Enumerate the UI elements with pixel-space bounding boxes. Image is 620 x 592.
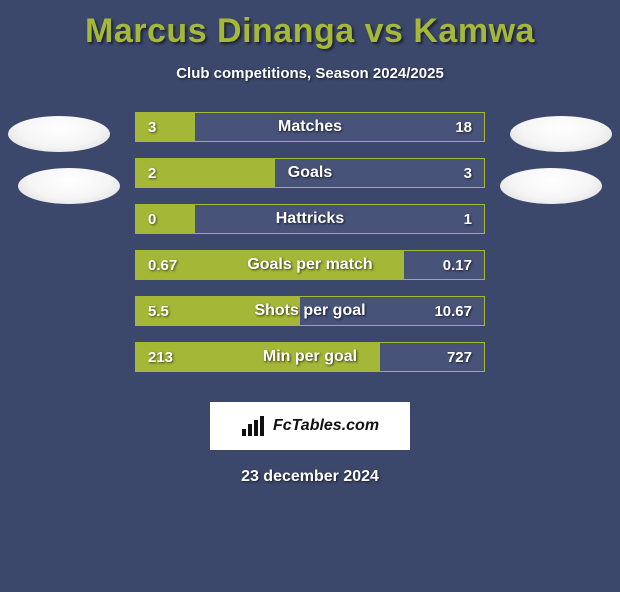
stat-value-right: 18 <box>443 113 484 141</box>
subtitle: Club competitions, Season 2024/2025 <box>0 65 620 82</box>
player-avatar-right-1 <box>510 116 612 152</box>
stat-row: 5.510.67Shots per goal <box>135 296 485 326</box>
stat-value-left: 5.5 <box>136 297 181 325</box>
stat-value-left: 213 <box>136 343 185 371</box>
stat-value-left: 2 <box>136 159 168 187</box>
player-avatar-left-1 <box>8 116 110 152</box>
stat-row: 318Matches <box>135 112 485 142</box>
bars-icon <box>241 415 267 437</box>
stat-value-right: 727 <box>435 343 484 371</box>
stat-row: 213727Min per goal <box>135 342 485 372</box>
stat-rows-container: 318Matches23Goals01Hattricks0.670.17Goal… <box>135 112 485 388</box>
badge-text: FcTables.com <box>273 417 379 435</box>
source-badge: FcTables.com <box>210 402 410 450</box>
stat-row: 23Goals <box>135 158 485 188</box>
stat-value-right: 0.17 <box>431 251 484 279</box>
player-avatar-left-2 <box>18 168 120 204</box>
date-text: 23 december 2024 <box>0 468 620 486</box>
stat-value-right: 10.67 <box>422 297 484 325</box>
stat-value-left: 0 <box>136 205 168 233</box>
stat-fill-right <box>195 113 484 141</box>
stat-value-right: 1 <box>452 205 484 233</box>
stat-value-left: 0.67 <box>136 251 189 279</box>
stat-fill-right <box>195 205 484 233</box>
stat-value-right: 3 <box>452 159 484 187</box>
page-title: Marcus Dinanga vs Kamwa <box>0 12 620 51</box>
stat-row: 01Hattricks <box>135 204 485 234</box>
player-avatar-right-2 <box>500 168 602 204</box>
stat-value-left: 3 <box>136 113 168 141</box>
stat-row: 0.670.17Goals per match <box>135 250 485 280</box>
